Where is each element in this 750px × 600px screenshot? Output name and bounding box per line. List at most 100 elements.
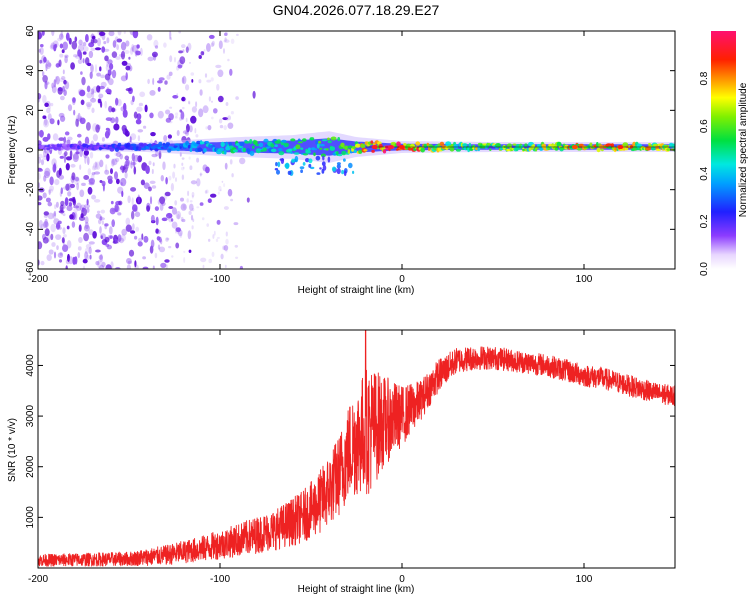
scatter-blob: [75, 54, 81, 59]
scatter-blob: [118, 237, 124, 244]
scatter-blob: [88, 177, 95, 185]
scatter-blob: [51, 82, 54, 89]
band-cell: [489, 148, 492, 152]
scatter-blob: [90, 64, 94, 73]
scatter-blob: [145, 165, 150, 175]
colorbar: 0.0 0.2 0.4 0.6 0.8 Normalized spectral ampl…: [699, 31, 749, 276]
scatter-blob: [76, 182, 79, 191]
scatter-blob: [151, 153, 158, 158]
band-cell: [330, 136, 337, 141]
scatter-blob: [57, 87, 63, 95]
snr-y-ticks: 1000 2000 3000 4000: [25, 354, 675, 528]
scatter-blob: [137, 194, 141, 204]
scatter-blob: [67, 183, 72, 191]
scatter-blob: [100, 215, 103, 221]
scatter-blob: [199, 202, 204, 206]
scatter-blob: [81, 207, 85, 213]
scatter-blob: [158, 77, 165, 81]
scatter-blob: [42, 71, 45, 77]
scatter-blob: [215, 64, 222, 69]
scatter-blob: [60, 187, 63, 195]
scatter-blob: [42, 221, 49, 229]
scatter-blob: [40, 260, 45, 266]
scatter-blob: [211, 116, 214, 120]
scatter-blob: [86, 254, 90, 260]
band-cell: [249, 139, 253, 144]
scatter-blob: [189, 125, 193, 133]
scatter-blob: [105, 154, 110, 159]
scatter-blob: [170, 218, 174, 222]
scatter-blob: [152, 77, 155, 86]
scatter-blob: [121, 190, 124, 197]
scatter-blob: [51, 31, 55, 37]
band-cell: [274, 144, 278, 147]
band-cell: [270, 143, 275, 148]
scatter-blob: [155, 228, 159, 234]
scatter-blob: [207, 198, 212, 203]
scatter-blob: [105, 164, 108, 173]
scatter-blob: [172, 95, 179, 99]
scatter-blob: [104, 100, 108, 109]
scatter-blob: [38, 202, 42, 206]
band-cell: [313, 152, 316, 157]
scatter-blob: [72, 256, 76, 265]
colorbar-tick-label: 0.4: [699, 166, 710, 180]
scatter-blob: [148, 186, 152, 192]
scatter-blob: [127, 227, 133, 232]
scatter-blob: [140, 47, 143, 57]
scatter-blob: [182, 49, 185, 53]
scatter-blob: [183, 250, 186, 254]
scatter-blob: [59, 252, 63, 256]
scatter-blob: [151, 185, 157, 189]
scatter-blob: [38, 96, 41, 103]
scatter-blob: [62, 227, 66, 235]
scatter-blob: [98, 217, 105, 221]
band-cell: [360, 143, 366, 149]
scatter-blob: [71, 40, 78, 50]
snr-x-ticks: -200 -100 0 100: [28, 330, 593, 585]
scatter-blob: [176, 65, 180, 71]
y-tick-label: 60: [25, 25, 36, 37]
scatter-blob: [111, 158, 118, 166]
scatter-blob: [149, 180, 156, 184]
scatter-blob: [91, 194, 97, 200]
scatter-blob: [63, 136, 67, 144]
scatter-blob: [99, 253, 103, 263]
scatter-blob: [169, 106, 173, 109]
scatter-blob: [39, 46, 44, 55]
scatter-blob: [212, 234, 215, 239]
scatter-blob: [204, 190, 208, 194]
band-cell: [280, 158, 285, 164]
scatter-blob: [40, 159, 45, 166]
scatter-blob: [199, 89, 203, 96]
scatter-blob: [216, 236, 220, 239]
scatter-blob: [75, 118, 79, 127]
scatter-blob: [200, 52, 203, 56]
scatter-blob: [73, 208, 78, 213]
scatter-blob: [168, 245, 172, 249]
scatter-blob: [135, 119, 142, 125]
scatter-blob: [138, 237, 143, 242]
scatter-blob: [155, 216, 159, 226]
scatter-blob: [119, 153, 123, 160]
scatter-blob: [239, 157, 246, 165]
scatter-blob: [137, 155, 143, 163]
band-peak: [399, 145, 405, 150]
band-cell: [420, 147, 426, 153]
scatter-blob: [114, 157, 120, 163]
scatter-blob: [67, 253, 70, 262]
band-cell: [255, 143, 260, 147]
scatter-blob: [224, 31, 228, 36]
y-tick-label: -40: [25, 222, 36, 237]
scatter-blob: [67, 136, 73, 141]
scatter-blob: [83, 204, 91, 209]
scatter-blob: [60, 31, 63, 38]
scatter-blob: [225, 102, 229, 106]
scatter-blob: [101, 46, 106, 53]
scatter-blob: [45, 63, 48, 72]
scatter-blob: [100, 209, 106, 214]
scatter-blob: [154, 206, 159, 212]
scatter-blob: [173, 163, 176, 169]
scatter-blob: [188, 156, 191, 160]
scatter-blob: [49, 118, 55, 125]
